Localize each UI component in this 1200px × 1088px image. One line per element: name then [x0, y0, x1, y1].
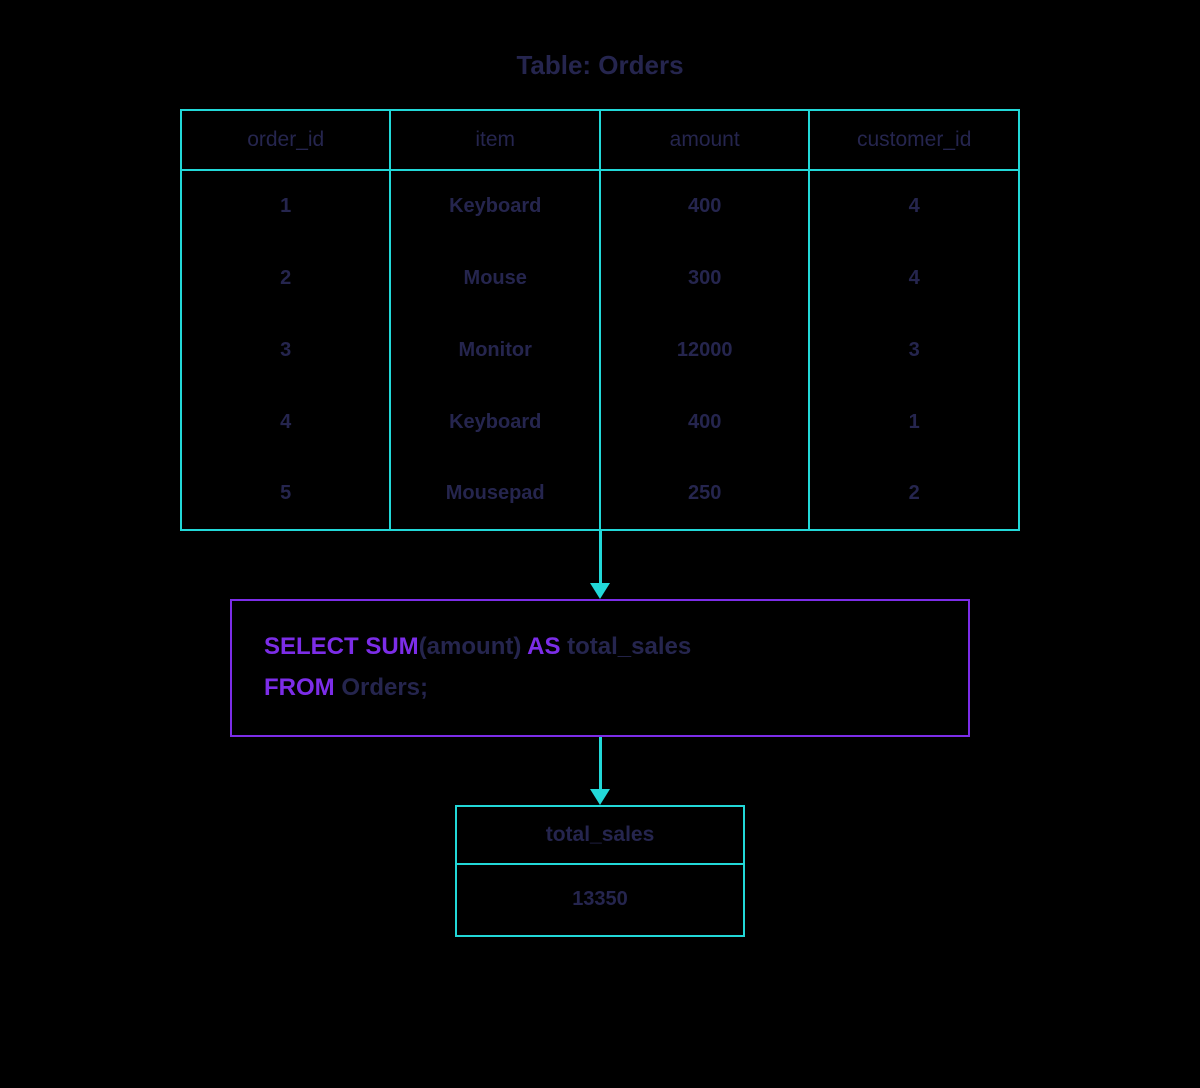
sql-keyword: AS [527, 633, 560, 660]
table-header-row: order_id item amount customer_id [181, 110, 1019, 170]
sql-identifier: total_sales [560, 633, 691, 660]
table-cell: 1 [809, 386, 1019, 458]
table-header-row: total_sales [456, 806, 744, 864]
column-header: amount [600, 110, 809, 170]
table-cell: 5 [181, 458, 390, 530]
table-cell: 4 [809, 242, 1019, 314]
table-cell: Mouse [390, 242, 600, 314]
sql-identifier: (amount) [419, 633, 527, 660]
table-cell: 3 [181, 314, 390, 386]
arrow-down-icon [599, 531, 602, 599]
table-cell: 4 [809, 170, 1019, 242]
sql-keyword: FROM [264, 674, 335, 701]
sql-query-box: SELECT SUM(amount) AS total_sales FROM Or… [230, 599, 970, 737]
orders-table: order_id item amount customer_id 1Keyboa… [180, 109, 1020, 531]
page-title: Table: Orders [516, 50, 683, 81]
table-cell: 2 [809, 458, 1019, 530]
table-row: 3Monitor120003 [181, 314, 1019, 386]
column-header: total_sales [456, 806, 744, 864]
orders-tbody: 1Keyboard40042Mouse30043Monitor1200034Ke… [181, 170, 1019, 530]
table-cell: 250 [600, 458, 809, 530]
table-row: 2Mouse3004 [181, 242, 1019, 314]
table-row: 5Mousepad2502 [181, 458, 1019, 530]
table-cell: Mousepad [390, 458, 600, 530]
table-cell: Keyboard [390, 170, 600, 242]
table-cell: Monitor [390, 314, 600, 386]
table-row: 13350 [456, 864, 744, 936]
table-cell: 300 [600, 242, 809, 314]
column-header: order_id [181, 110, 390, 170]
table-cell: 12000 [600, 314, 809, 386]
table-row: 4Keyboard4001 [181, 386, 1019, 458]
table-cell: 2 [181, 242, 390, 314]
table-cell: 400 [600, 386, 809, 458]
table-cell: 400 [600, 170, 809, 242]
column-header: customer_id [809, 110, 1019, 170]
table-cell: Keyboard [390, 386, 600, 458]
table-cell: 13350 [456, 864, 744, 936]
result-table: total_sales 13350 [455, 805, 745, 937]
table-row: 1Keyboard4004 [181, 170, 1019, 242]
column-header: item [390, 110, 600, 170]
table-cell: 3 [809, 314, 1019, 386]
sql-identifier: Orders; [335, 674, 428, 701]
arrow-down-icon [599, 737, 602, 805]
table-cell: 4 [181, 386, 390, 458]
sql-keyword: SELECT SUM [264, 633, 419, 660]
table-cell: 1 [181, 170, 390, 242]
